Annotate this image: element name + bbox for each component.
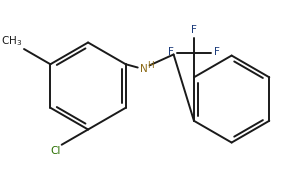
Text: H: H [147, 61, 154, 70]
Text: CH$_3$: CH$_3$ [1, 35, 22, 49]
Text: F: F [214, 47, 219, 57]
Text: F: F [191, 25, 197, 35]
Text: N: N [140, 64, 148, 74]
Text: F: F [168, 47, 174, 57]
Text: Cl: Cl [50, 146, 61, 156]
